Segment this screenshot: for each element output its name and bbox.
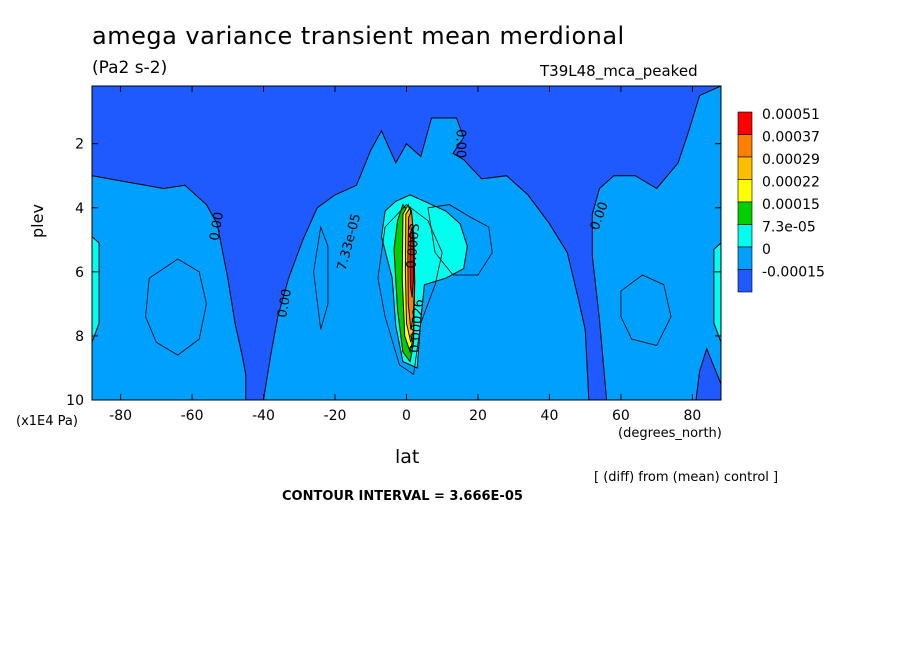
x-axis-ticks: -80 -60 -40 -20 0 20 40 60 80 <box>109 86 701 424</box>
y-tick-label: 2 <box>75 137 84 153</box>
x-axis-unit: (degrees_north) <box>618 426 722 441</box>
contour-lines <box>145 204 672 376</box>
y-tick-label: 10 <box>66 393 84 409</box>
chart-units: (Pa2 s-2) <box>92 58 168 78</box>
x-tick-label: -80 <box>109 408 132 424</box>
colorbar-label-7: -0.00015 <box>762 265 825 281</box>
contour-fills <box>92 86 721 400</box>
x-tick-label: 20 <box>469 408 487 424</box>
contour-label-0: 0.00 <box>207 211 227 242</box>
y-tick-label: 6 <box>75 265 84 281</box>
chart-title: amega variance transient mean merdional <box>92 22 625 50</box>
contour-region-11 <box>409 226 415 298</box>
y-tick-label: 4 <box>75 201 84 217</box>
colorbar-swatch-0 <box>737 111 753 135</box>
x-tick-label: 0 <box>402 408 411 424</box>
colorbar-label-2: 0.00029 <box>762 152 820 168</box>
contour-line-3 <box>377 204 443 376</box>
contour-region-3 <box>591 86 721 400</box>
x-tick-label: 60 <box>612 408 630 424</box>
colorbar-swatch-5 <box>737 224 753 248</box>
colorbar-swatch-6 <box>737 246 753 270</box>
y-axis-ticks: 2 4 6 8 10 <box>66 137 721 409</box>
contour-label-5: 0.0003 <box>404 223 423 270</box>
contour-line-1 <box>620 274 672 346</box>
contour-line-4 <box>427 204 493 276</box>
colorbar-label-4: 0.00015 <box>762 197 820 213</box>
colorbar-label-5: 7.3e-05 <box>762 220 816 236</box>
contour-label-6: 0.00026 <box>407 299 427 354</box>
colorbar-swatch-1 <box>737 134 753 158</box>
x-tick-label: -60 <box>181 408 204 424</box>
y-tick-label: 8 <box>75 329 84 345</box>
x-axis-label: lat <box>395 446 420 468</box>
colorbar-label-6: 0 <box>762 242 771 258</box>
contour-line-0 <box>145 258 207 356</box>
colorbar-label-3: 0.00022 <box>762 175 820 191</box>
contour-region-5 <box>92 235 100 343</box>
x-tick-label: 80 <box>683 408 701 424</box>
contour-region-6 <box>713 242 721 343</box>
diff-note: [ (diff) from (mean) control ] <box>594 470 779 485</box>
contour-line-2 <box>313 225 329 330</box>
run-label: T39L48_mca_peaked <box>540 62 698 80</box>
colorbar-swatch-7 <box>737 269 753 293</box>
contour-region-1 <box>92 175 247 400</box>
x-tick-label: 40 <box>541 408 559 424</box>
contour-interval-label: CONTOUR INTERVAL = 3.666E-05 <box>282 489 523 504</box>
colorbar-swatch-2 <box>737 156 753 180</box>
colorbar-label-0: 0.00051 <box>762 107 820 123</box>
colorbar-label-1: 0.00037 <box>762 130 820 146</box>
contour-label-3: 0.00 <box>453 129 468 158</box>
y-axis-unit: (x1E4 Pa) <box>16 414 78 429</box>
contour-label-1: 0.00 <box>275 288 295 319</box>
colorbar: 0.00051 0.00037 0.00029 0.00022 0.00015 7.3e-… <box>737 107 825 293</box>
x-tick-label: -40 <box>252 408 275 424</box>
x-tick-label: -20 <box>324 408 347 424</box>
colorbar-swatch-3 <box>737 179 753 203</box>
colorbar-swatch-4 <box>737 201 753 225</box>
